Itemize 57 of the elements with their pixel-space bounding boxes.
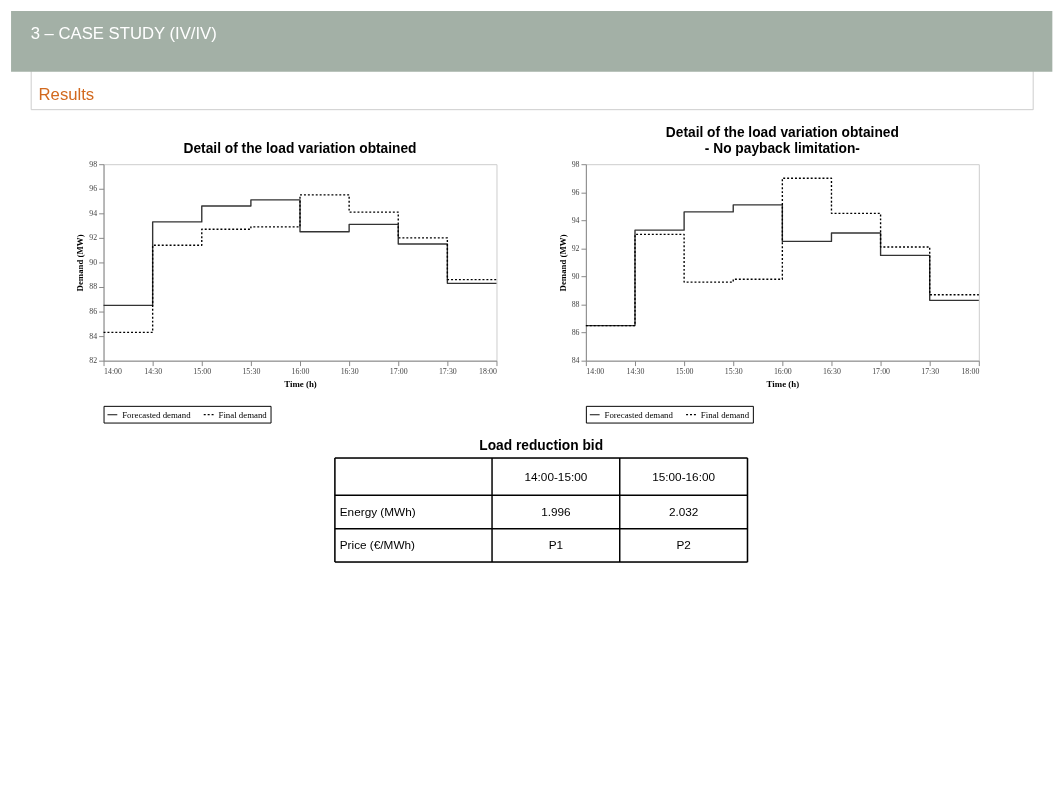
text: 1.996 <box>541 504 572 518</box>
chart-title: Detail of the load variation obtained <box>665 124 899 140</box>
y-tick-label: 94 <box>571 215 580 225</box>
y-tick-label: 92 <box>571 243 580 253</box>
x-tick-label: 18:00 <box>961 366 980 376</box>
text: Energy (MWh) <box>339 504 416 518</box>
legend-label: Final demand <box>700 409 750 420</box>
y-tick-label: 98 <box>571 159 580 169</box>
text: P2 <box>676 538 691 552</box>
y-tick-label: 90 <box>571 271 580 281</box>
y-tick-label: 98 <box>89 159 98 169</box>
x-tick-label: 16:30 <box>823 366 841 376</box>
x-tick-label: 15:00 <box>675 366 694 376</box>
chart-title: Detail of the load variation obtained <box>183 141 417 157</box>
text: Price (€/MWh) <box>339 538 416 552</box>
y-tick-label: 90 <box>89 257 98 267</box>
y-tick-label: 94 <box>89 208 98 218</box>
x-tick-label: 18:00 <box>479 366 498 376</box>
y-tick-label: 96 <box>89 184 98 194</box>
legend-label: Forecasted demand <box>604 409 674 420</box>
chart-subtitle: - No payback limitation- <box>704 141 861 157</box>
x-tick-label: 14:00 <box>586 366 605 376</box>
text: 3 – CASE STUDY (IV/IV) <box>30 24 217 44</box>
y-tick-label: 88 <box>89 282 98 292</box>
y-tick-label: 92 <box>89 233 98 243</box>
text: Results <box>38 85 95 105</box>
x-tick-label: 15:30 <box>724 366 743 376</box>
y-axis-title: Demand (MW) <box>75 234 86 292</box>
y-tick-label: 88 <box>571 300 580 309</box>
x-tick-label: 14:30 <box>626 366 645 376</box>
y-tick-label: 84 <box>89 331 98 341</box>
x-tick-label: 16:00 <box>291 366 310 376</box>
x-tick-label: 17:00 <box>389 366 408 376</box>
text: 2.032 <box>668 504 699 518</box>
x-tick-label: 17:30 <box>438 366 457 376</box>
y-tick-label: 96 <box>571 187 580 197</box>
x-tick-label: 17:30 <box>921 366 940 376</box>
legend-label: Final demand <box>218 409 268 420</box>
text: Load reduction bid <box>479 438 604 454</box>
y-tick-label: 86 <box>89 307 98 317</box>
x-tick-label: 17:00 <box>872 366 891 376</box>
x-axis-title: Time (h) <box>284 378 317 389</box>
x-tick-label: 15:00 <box>193 366 212 376</box>
y-tick-label: 82 <box>89 356 98 366</box>
y-axis-title: Demand (MW) <box>557 234 568 292</box>
x-tick-label: 16:00 <box>773 366 792 376</box>
x-tick-label: 16:30 <box>340 366 359 376</box>
legend-label: Forecasted demand <box>122 409 192 420</box>
x-axis-title: Time (h) <box>766 378 800 389</box>
x-tick-label: 14:00 <box>104 366 122 376</box>
x-tick-label: 14:30 <box>144 366 163 376</box>
text: 14:00-15:00 <box>524 469 588 483</box>
text: P1 <box>548 538 564 552</box>
text: 15:00-16:00 <box>652 469 716 483</box>
x-tick-label: 15:30 <box>242 366 261 376</box>
y-tick-label: 86 <box>571 328 580 338</box>
y-tick-label: 84 <box>571 356 580 366</box>
